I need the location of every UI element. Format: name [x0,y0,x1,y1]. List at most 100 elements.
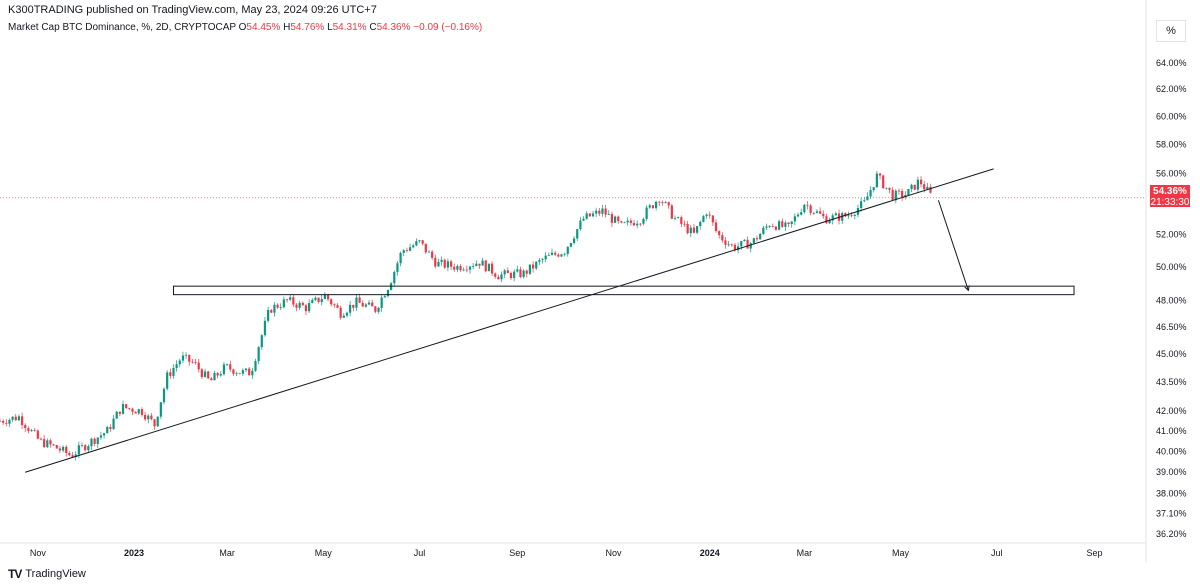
candle-body [191,361,194,363]
candle-body [522,270,525,277]
percent-scale-button[interactable]: % [1156,20,1186,42]
time-axis[interactable]: Nov 2023 Mar May Jul Sep Nov 2024 Mar May Jul Sep [0,542,1146,558]
candle-body [11,416,14,420]
candle-body [396,263,399,272]
candle-body [607,214,610,215]
candle-body [2,420,5,423]
candle-body [645,207,648,219]
candle-body [267,309,270,321]
price-tick-label: 58.00% [1156,139,1187,149]
candle-body [500,274,503,280]
candle-body [654,201,658,209]
candle-body [292,297,295,305]
candle-body [106,427,109,434]
candle-body [172,367,175,376]
candle-body [642,218,645,224]
candle-body [418,240,421,242]
candle-body [897,190,901,192]
candle-body [702,216,705,222]
candle-body [636,223,639,226]
candle-body [613,216,617,223]
candle-body [490,263,494,274]
candle-body [118,411,121,414]
candle-body [276,304,279,308]
candle-body [270,309,273,313]
legend-low-label: L [327,22,333,33]
tradingview-footer[interactable]: TV TradingView [8,567,86,581]
candle-body [254,360,257,371]
candle-body [263,320,267,336]
candle-body [90,438,93,447]
candle-body [178,360,181,365]
candle-body [727,244,730,246]
candle-body [358,297,361,303]
candle-body [5,422,8,424]
candle-body [923,184,926,190]
candle-body [99,435,103,438]
candle-body [71,455,74,457]
candle-body [812,212,815,214]
candle-body [241,370,244,374]
candle-body [740,241,743,247]
candle-body [285,299,289,301]
candle-body [443,259,446,268]
candle-body [664,202,667,203]
candle-body [336,305,339,308]
candle-body [506,270,509,273]
symbol-legend[interactable]: Market Cap BTC Dominance, %, 2D, CRYPTOC… [8,22,482,33]
candle-body [339,307,342,318]
candle-body [402,250,405,253]
candle-body [301,302,304,306]
candle-body [901,190,904,198]
candle-body [825,216,828,224]
candle-body [207,371,210,379]
candle-body [853,214,856,216]
price-tick-label: 50.00% [1156,262,1187,272]
candle-body [408,247,412,251]
time-tick-label: Mar [219,548,235,558]
candle-body [355,297,358,308]
candle-body [166,372,169,389]
candle-body [591,213,595,217]
time-tick-label: Mar [797,548,813,558]
candle-body [620,221,623,223]
candle-body [541,259,544,261]
price-tick-label: 45.00% [1156,349,1187,359]
legend-high-label: H [283,22,291,33]
candle-body [226,364,229,366]
candle-body [667,202,670,206]
price-axis[interactable]: 64.00% 62.00% 60.00% 58.00% 56.00% 52.00% 50.0… [1145,0,1187,562]
candle-body [617,216,620,222]
candle-body [421,240,424,244]
candle-body [342,315,345,318]
candle-body [367,302,371,305]
time-tick-label: Sep [509,548,525,558]
candle-body [453,266,456,270]
candle-body [55,445,58,449]
candle-body [415,241,418,246]
candle-body [282,299,285,308]
legend-change: −0.09 (−0.16%) [413,22,483,33]
candle-body [544,255,547,260]
candle-body [860,201,863,209]
candle-body [49,440,52,445]
candle-body [711,215,714,223]
candle-body [610,214,614,223]
candle-body [809,205,812,213]
price-tick-label: 40.00% [1156,446,1187,456]
candle-body [349,304,352,313]
candle-body [17,416,21,421]
candle-body [295,304,298,308]
price-tick-label: 56.00% [1156,168,1187,178]
candle-body [784,222,787,227]
candle-body [30,429,33,432]
candle-body [894,190,897,201]
candle-body [699,221,702,227]
candle-body [535,261,538,269]
candle-body [866,196,869,201]
candle-body [140,409,144,415]
candle-body [459,266,462,271]
candle-body [317,297,320,303]
candle-body [345,312,349,316]
